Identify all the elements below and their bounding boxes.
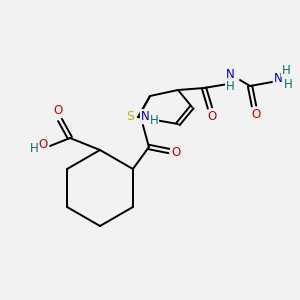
Text: S: S	[126, 110, 134, 124]
Text: N: N	[274, 71, 282, 85]
Text: H: H	[226, 80, 234, 94]
Text: H: H	[284, 79, 292, 92]
Text: O: O	[171, 146, 181, 158]
Text: H: H	[30, 142, 38, 154]
Text: O: O	[38, 139, 48, 152]
Text: O: O	[207, 110, 217, 124]
Text: N: N	[140, 110, 149, 122]
Text: N: N	[226, 68, 234, 80]
Text: O: O	[53, 104, 63, 118]
Text: H: H	[282, 64, 290, 76]
Text: H: H	[149, 113, 158, 127]
Text: O: O	[251, 109, 261, 122]
